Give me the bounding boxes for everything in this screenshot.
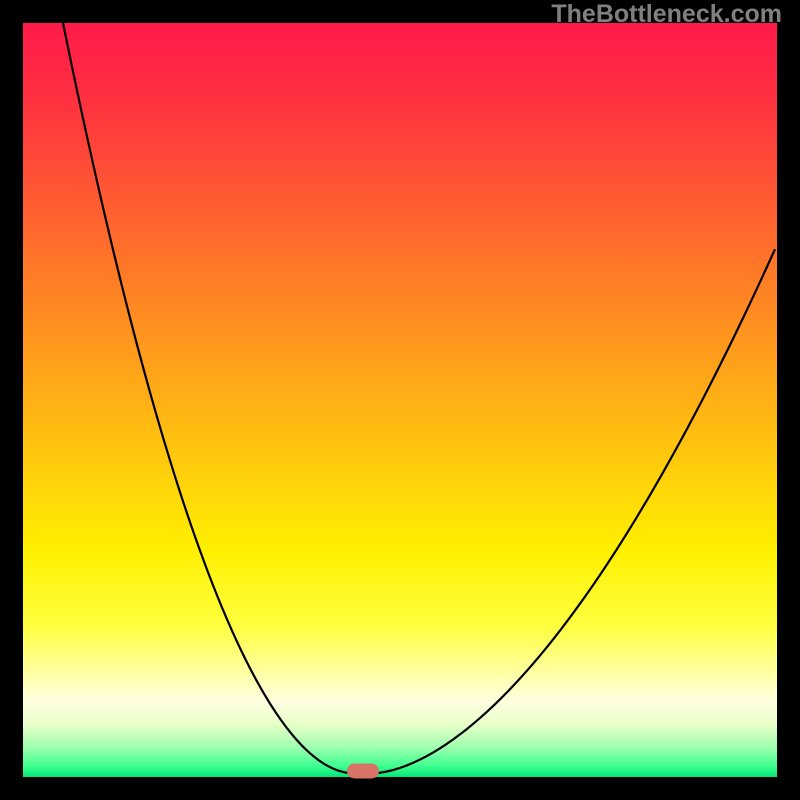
- optimum-marker: [347, 763, 379, 778]
- outer-frame: TheBottleneck.com: [0, 0, 800, 800]
- gradient-background: [23, 23, 777, 777]
- bottleneck-chart: [23, 23, 777, 777]
